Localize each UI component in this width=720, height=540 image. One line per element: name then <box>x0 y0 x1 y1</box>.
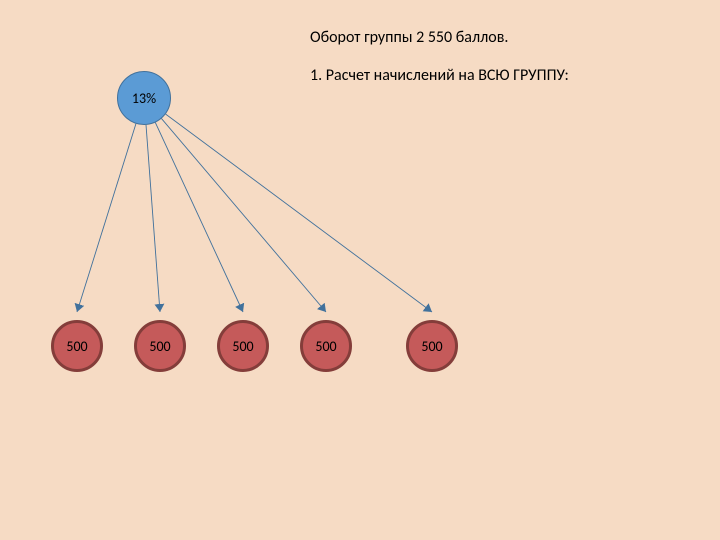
root-node-label: 13% <box>132 90 156 107</box>
text-line-2: 1. Расчет начислений на ВСЮ ГРУППУ: <box>310 66 570 86</box>
root-node: 13% <box>117 71 171 125</box>
text-line-1: Оборот группы 2 550 баллов. <box>310 28 570 48</box>
child-node-label: 500 <box>66 338 87 355</box>
child-node: 500 <box>406 320 458 372</box>
child-node: 500 <box>51 320 103 372</box>
child-node-label: 500 <box>315 338 336 355</box>
child-node: 500 <box>134 320 186 372</box>
child-node-label: 500 <box>232 338 253 355</box>
child-node: 500 <box>300 320 352 372</box>
diagram-canvas: 13% 500 500 500 500 500 Оборот группы 2 550 … <box>0 0 720 540</box>
child-node: 500 <box>217 320 269 372</box>
description-text: Оборот группы 2 550 баллов. 1. Расчет на… <box>310 28 570 86</box>
child-node-label: 500 <box>149 338 170 355</box>
child-node-label: 500 <box>421 338 442 355</box>
